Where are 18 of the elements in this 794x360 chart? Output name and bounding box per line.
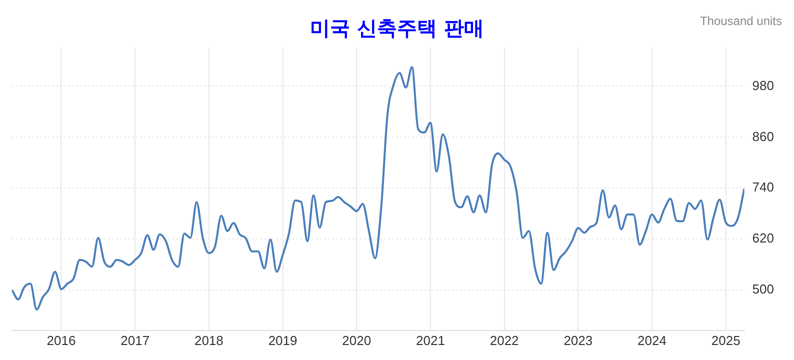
x-tick-label: 2018 xyxy=(194,332,224,348)
y-tick-label: 860 xyxy=(752,128,774,144)
y-axis-title: Thousand units xyxy=(700,14,782,28)
x-tick-label: 2024 xyxy=(638,332,666,348)
x-tick-label: 2016 xyxy=(46,332,76,348)
x-tick-label: 2021 xyxy=(416,332,445,348)
x-tick-label: 2019 xyxy=(268,332,298,348)
chart-title: 미국 신축주택 판매 xyxy=(310,16,484,40)
x-tick-label: 2020 xyxy=(342,332,372,348)
y-tick-label: 500 xyxy=(752,282,774,297)
line-series xyxy=(12,66,744,311)
y-tick-label: 980 xyxy=(752,78,774,93)
y-tick-label: 620 xyxy=(752,230,774,246)
x-tick-label: 2025 xyxy=(711,332,740,348)
x-tick-label: 2017 xyxy=(120,332,150,348)
x-tick-label: 2023 xyxy=(564,332,593,348)
y-tick-label: 740 xyxy=(752,180,774,195)
x-tick-label: 2022 xyxy=(490,332,519,348)
